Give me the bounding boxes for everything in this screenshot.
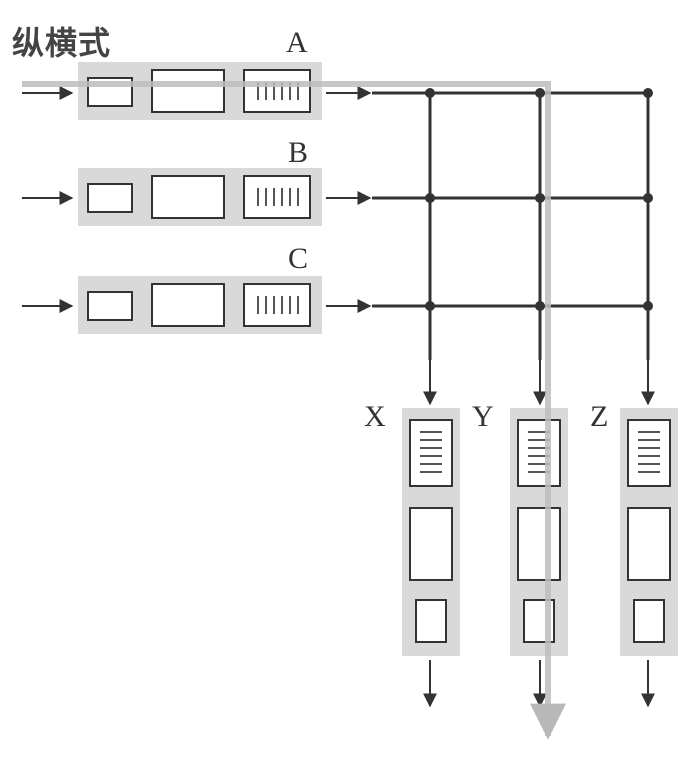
row-a-buffer-box bbox=[243, 69, 311, 113]
row-b-buffer-marks bbox=[257, 188, 299, 206]
column-z-medium-box bbox=[627, 507, 671, 581]
row-label-b: B bbox=[288, 136, 309, 169]
row-a-medium-box bbox=[151, 69, 225, 113]
column-x-medium-box bbox=[409, 507, 453, 581]
column-label-y: Y bbox=[472, 400, 494, 433]
row-label-a: A bbox=[286, 26, 308, 59]
row-c-buffer-marks bbox=[257, 296, 299, 314]
column-z-buffer-marks bbox=[638, 431, 660, 473]
column-z-buffer-box bbox=[627, 419, 671, 487]
node-a-y bbox=[535, 88, 545, 98]
column-y-medium-box bbox=[517, 507, 561, 581]
column-y bbox=[510, 408, 568, 708]
column-x-buffer-marks bbox=[420, 431, 442, 473]
column-z-small-box bbox=[633, 599, 665, 643]
diagram-title: 纵横式 bbox=[12, 24, 112, 62]
row-c bbox=[22, 276, 372, 334]
node-b-z bbox=[643, 193, 653, 203]
row-b-small-box bbox=[87, 183, 133, 213]
row-b bbox=[22, 168, 372, 226]
node-b-x bbox=[425, 193, 435, 203]
highlight-path-a-to-y bbox=[22, 81, 566, 740]
row-c-small-box bbox=[87, 291, 133, 321]
column-label-x: X bbox=[364, 400, 386, 433]
node-b-y bbox=[535, 193, 545, 203]
row-c-medium-box bbox=[151, 283, 225, 327]
row-b-medium-box bbox=[151, 175, 225, 219]
node-a-z bbox=[643, 88, 653, 98]
column-x-small-box bbox=[415, 599, 447, 643]
column-z bbox=[620, 408, 678, 708]
row-b-buffer-box bbox=[243, 175, 311, 219]
node-a-x bbox=[425, 88, 435, 98]
row-c-buffer-box bbox=[243, 283, 311, 327]
column-y-buffer-box bbox=[517, 419, 561, 487]
row-label-c: C bbox=[288, 242, 309, 275]
crossbar-grid bbox=[372, 91, 650, 360]
column-x-buffer-box bbox=[409, 419, 453, 487]
column-label-z: Z bbox=[590, 400, 609, 433]
column-x bbox=[402, 408, 460, 708]
row-a bbox=[22, 62, 372, 120]
